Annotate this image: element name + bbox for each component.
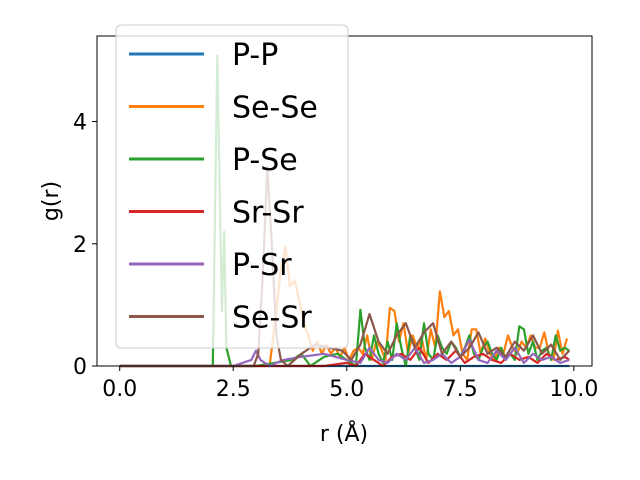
legend-entry-se-se: Se-Se	[129, 91, 318, 126]
x-axis: 0.0 2.5 5.0 7.5 10.0	[102, 366, 598, 402]
y-tick-label: 4	[73, 111, 87, 136]
legend-label: P-Se	[232, 143, 298, 178]
x-tick-label: 0.0	[102, 377, 137, 402]
legend-entry-se-sr: Se-Sr	[129, 301, 312, 336]
legend-label: P-Sr	[232, 248, 292, 283]
y-tick-label: 0	[73, 355, 87, 380]
legend-label: P-P	[232, 38, 278, 73]
x-tick-label: 5.0	[329, 377, 364, 402]
y-axis: 0 2 4	[73, 111, 97, 380]
x-tick-label: 10.0	[549, 377, 598, 402]
legend-entry-p-p: P-P	[129, 38, 278, 73]
x-axis-label: r (Å)	[320, 420, 368, 447]
y-tick-label: 2	[73, 233, 87, 258]
x-tick-label: 7.5	[443, 377, 478, 402]
x-tick-label: 2.5	[216, 377, 251, 402]
legend-entry-p-se: P-Se	[129, 143, 298, 178]
legend-label: Se-Sr	[232, 301, 312, 336]
legend-label: Se-Se	[232, 91, 318, 126]
legend-entry-sr-sr: Sr-Sr	[129, 196, 304, 231]
y-axis-label: g(r)	[39, 181, 64, 221]
legend-label: Sr-Sr	[232, 196, 304, 231]
series-line-p-sr	[119, 338, 570, 368]
legend: P-P Se-Se P-Se Sr-Sr P-Sr Se-Sr	[115, 24, 349, 349]
series-line-p-se	[119, 54, 570, 368]
legend-entry-p-sr: P-Sr	[129, 248, 292, 283]
